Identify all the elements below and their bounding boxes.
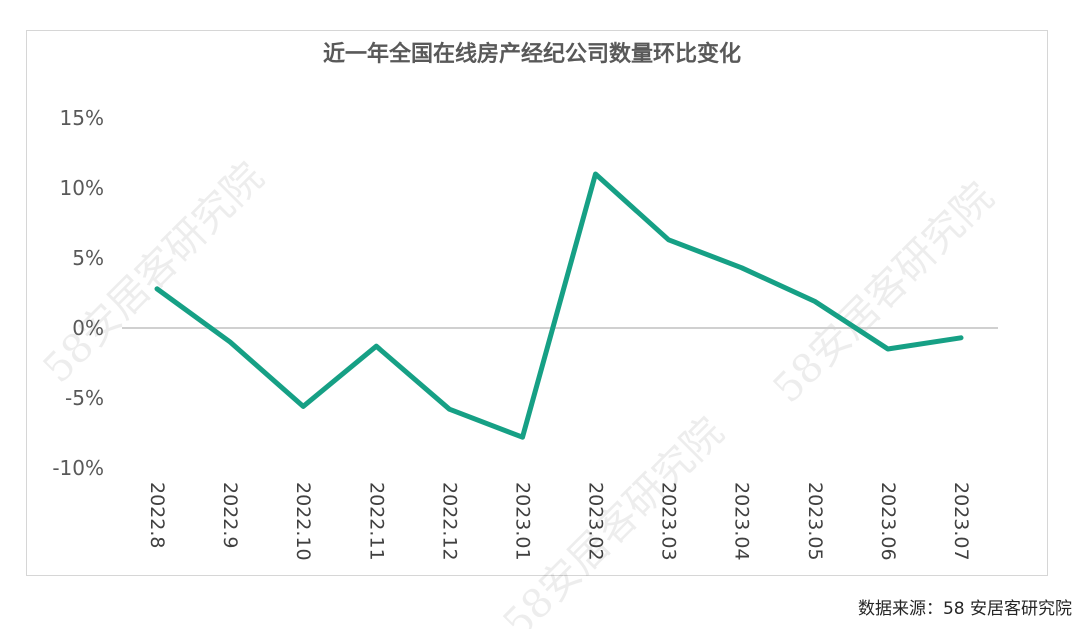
y-tick-label: 15% (60, 106, 104, 130)
y-axis-ticks: 15% 10% 5% 0% -5% -10% (52, 106, 104, 480)
x-tick-label: 2023.02 (585, 482, 607, 561)
y-tick-label: 0% (72, 316, 104, 340)
x-tick-label: 2023.01 (512, 482, 534, 561)
x-tick-label: 2023.03 (658, 482, 680, 561)
y-tick-label: -5% (65, 386, 104, 410)
chart-frame (26, 30, 1048, 576)
y-tick-label: 5% (72, 246, 104, 270)
x-axis-ticks: 2022.8 2022.9 2022.10 2022.11 2022.12 2023.01… (146, 482, 972, 561)
x-tick-label: 2022.9 (219, 482, 241, 548)
x-tick-label: 2022.12 (438, 482, 460, 561)
chart-title: 近一年全国在线房产经纪公司数量环比变化 (323, 41, 741, 67)
series-line (154, 171, 964, 440)
x-tick-label: 2022.11 (365, 482, 387, 561)
x-tick-label: 2022.8 (146, 482, 168, 548)
x-tick-label: 2023.05 (804, 482, 826, 561)
source-note: 数据来源：58 安居客研究院 (857, 599, 1072, 619)
y-tick-label: -10% (52, 456, 104, 480)
x-tick-label: 2022.10 (292, 482, 314, 561)
x-tick-label: 2023.04 (731, 482, 753, 561)
y-tick-label: 10% (60, 176, 104, 200)
x-tick-label: 2023.07 (950, 482, 972, 561)
x-tick-label: 2023.06 (877, 482, 899, 561)
